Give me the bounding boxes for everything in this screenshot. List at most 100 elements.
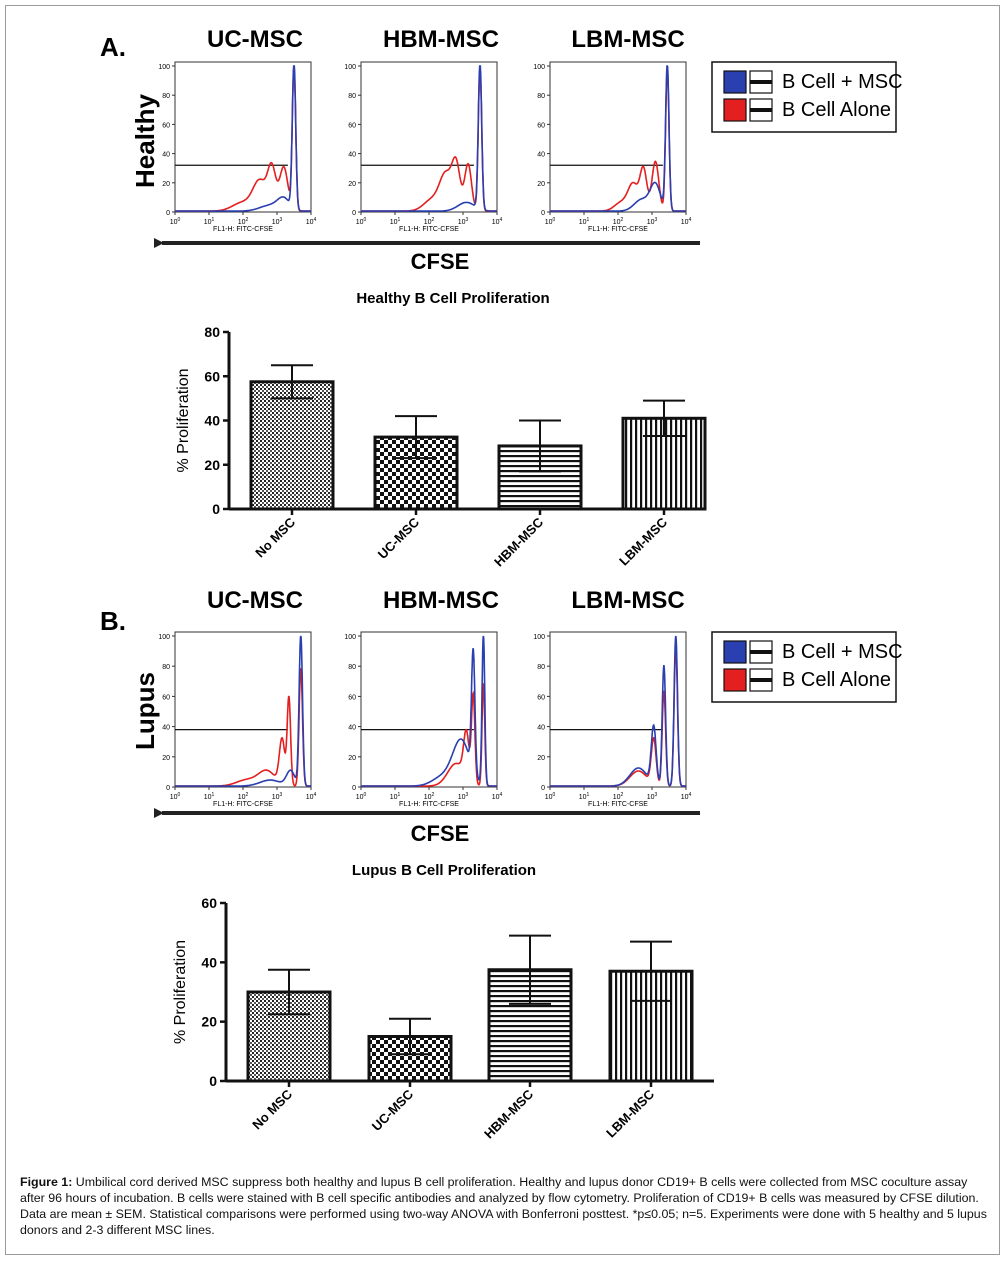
- y-tick-label: 0: [166, 785, 170, 792]
- x-tick-exponent: 0: [364, 792, 367, 798]
- x-tick-exponent: 0: [553, 792, 556, 798]
- x-axis-label: FL1-H: FITC-CFSE: [588, 226, 648, 233]
- caption-text: Umbilical cord derived MSC suppress both…: [20, 1175, 987, 1237]
- x-tick-exponent: 1: [212, 217, 215, 223]
- y-tick-label: 100: [344, 64, 356, 71]
- y-tick-label: 40: [348, 152, 356, 159]
- y-tick-label: 40: [162, 152, 170, 159]
- y-tick-label: 100: [344, 634, 356, 641]
- y-tick-label: 0: [352, 785, 356, 792]
- y-tick-label: 100: [533, 64, 545, 71]
- x-tick-exponent: 4: [689, 217, 692, 223]
- x-tick-exponent: 3: [280, 792, 283, 798]
- legend-item-1: B Cell + MSC: [723, 70, 903, 94]
- x-tick-label: 101: [390, 792, 401, 801]
- x-tick-label: 102: [238, 792, 249, 801]
- y-tick-label: 80: [537, 93, 545, 100]
- y-axis-label: % Proliferation: [172, 940, 189, 1044]
- hist-title-lbm-msc: LBM-MSC: [571, 587, 684, 614]
- legend-swatch: [723, 668, 747, 692]
- hist-title-hbm-msc: HBM-MSC: [383, 26, 499, 53]
- x-tick-label: 104: [306, 217, 317, 226]
- y-tick-label: 20: [537, 755, 545, 762]
- x-tick-label: 100: [545, 792, 556, 801]
- x-tick-label: 104: [306, 792, 317, 801]
- x-tick-label: 100: [356, 792, 367, 801]
- x-tick-label: 103: [272, 792, 283, 801]
- x-tick-label: 104: [681, 217, 692, 226]
- x-tick-label: 103: [458, 217, 469, 226]
- y-tick-label: 60: [537, 694, 545, 701]
- hist-title-lbm-msc: LBM-MSC: [571, 26, 684, 53]
- y-tick-label: 80: [162, 93, 170, 100]
- x-tick-exponent: 0: [364, 217, 367, 223]
- x-tick-exponent: 4: [314, 217, 317, 223]
- healthy-bar-chart: Healthy B Cell Proliferation % Proliferat…: [175, 290, 707, 570]
- x-tick-label: 102: [238, 217, 249, 226]
- panel-b-legend: B Cell + MSC B Cell Alone: [711, 631, 903, 703]
- x-tick-label: 100: [356, 217, 367, 226]
- x-tick-label: No MSC: [249, 1086, 295, 1132]
- x-tick-exponent: 3: [655, 217, 658, 223]
- x-tick-label: HBM-MSC: [491, 514, 546, 569]
- panel-a-letter: A.: [100, 32, 126, 62]
- x-tick-label: 100: [170, 792, 181, 801]
- chart-title: Lupus B Cell Proliferation: [352, 862, 536, 879]
- b-cell-plus-msc-curve: [550, 635, 686, 787]
- b-cell-plus-msc-curve: [175, 635, 311, 787]
- legend-item-1: B Cell + MSC: [723, 640, 903, 664]
- x-tick-label: 103: [647, 792, 658, 801]
- x-tick-exponent: 0: [178, 792, 181, 798]
- x-axis-label: FL1-H: FITC-CFSE: [588, 801, 648, 808]
- x-tick-exponent: 4: [689, 792, 692, 798]
- y-tick-label: 80: [348, 664, 356, 671]
- y-tick-label: 20: [348, 181, 356, 188]
- x-tick-exponent: 2: [246, 217, 249, 223]
- x-tick-label: 101: [204, 217, 215, 226]
- y-tick-label: 80: [162, 664, 170, 671]
- y-tick-label: 40: [537, 152, 545, 159]
- legend-label: B Cell + MSC: [782, 641, 903, 663]
- x-tick-label: UC-MSC: [375, 514, 423, 562]
- x-axis-label: FL1-H: FITC-CFSE: [399, 226, 459, 233]
- y-tick-label: 60: [537, 122, 545, 129]
- x-tick-label: 103: [272, 217, 283, 226]
- panel-a-legend: B Cell + MSC B Cell Alone: [711, 61, 903, 133]
- y-axis-label: % Proliferation: [175, 368, 192, 472]
- x-tick-label: No MSC: [252, 514, 298, 560]
- b-cell-plus-msc-curve: [361, 635, 497, 787]
- x-tick-label: LBM-MSC: [603, 1086, 657, 1140]
- y-tick-label: 0: [209, 1073, 217, 1089]
- y-tick-label: 60: [162, 122, 170, 129]
- x-tick-exponent: 4: [500, 217, 503, 223]
- x-tick-label: 101: [204, 792, 215, 801]
- y-tick-label: 60: [162, 694, 170, 701]
- y-tick-label: 40: [201, 954, 217, 970]
- y-tick-label: 20: [204, 457, 220, 473]
- x-tick-label: UC-MSC: [369, 1086, 417, 1134]
- x-tick-exponent: 1: [212, 792, 215, 798]
- x-axis-label: FL1-H: FITC-CFSE: [213, 801, 273, 808]
- y-tick-label: 40: [162, 725, 170, 732]
- y-tick-label: 80: [204, 324, 220, 340]
- panel-b-condition-label: Lupus: [130, 672, 160, 750]
- x-tick-exponent: 2: [432, 217, 435, 223]
- x-tick-label: HBM-MSC: [481, 1086, 536, 1141]
- y-tick-label: 40: [204, 413, 220, 429]
- hist-title-uc-msc: UC-MSC: [207, 26, 303, 53]
- legend-label: B Cell + MSC: [782, 71, 903, 93]
- legend-label: B Cell Alone: [782, 669, 891, 691]
- x-tick-label: 104: [492, 217, 503, 226]
- y-tick-label: 20: [162, 755, 170, 762]
- y-tick-label: 0: [166, 210, 170, 217]
- lupus-bar-chart: Lupus B Cell Proliferation % Proliferatio…: [172, 862, 714, 1142]
- panel-b-cfse-label: CFSE: [411, 821, 470, 846]
- x-tick-exponent: 1: [398, 217, 401, 223]
- y-tick-label: 60: [201, 895, 217, 911]
